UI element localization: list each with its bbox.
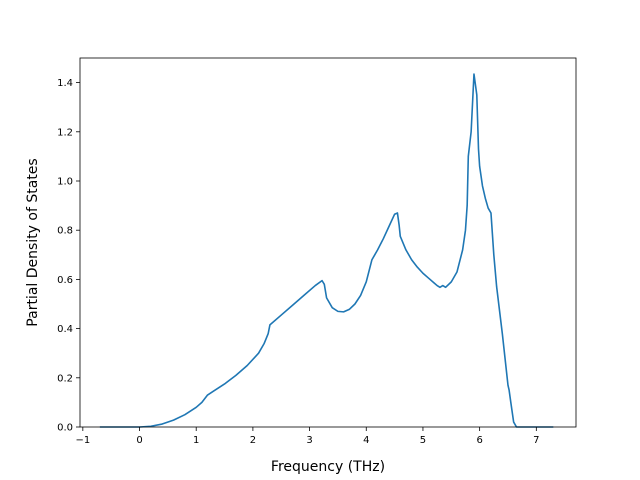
x-tick-label: 7 [533,435,539,446]
x-tick-label: 6 [476,435,482,446]
x-axis-label: Frequency (THz) [271,459,385,475]
x-tick-label: 1 [193,435,199,446]
y-axis-label: Partial Density of States [25,158,41,326]
axes-frame [79,57,577,428]
x-tick-label: 5 [420,435,426,446]
y-tick-label: 1.0 [57,177,73,188]
y-tick-label: 0.2 [57,373,73,384]
x-tick-label: 0 [136,435,142,446]
x-axis-ticks: −1 0 1 2 3 4 5 6 7 [75,427,540,446]
x-tick-label: 4 [363,435,369,446]
y-tick-label: 1.2 [57,127,73,138]
y-tick-label: 0.4 [57,324,73,335]
x-tick-label: 2 [250,435,256,446]
pdos-series-line [99,73,554,428]
x-tick-label: 3 [306,435,312,446]
y-tick-label: 0.0 [57,423,73,434]
x-tick-label: −1 [75,435,90,446]
y-tick-label: 0.8 [57,226,73,237]
y-tick-label: 1.4 [57,78,73,89]
y-tick-label: 0.6 [57,275,73,286]
plot-area [99,73,554,428]
y-axis-ticks: 0.0 0.2 0.4 0.6 0.8 1.0 1.2 1.4 [57,78,80,434]
